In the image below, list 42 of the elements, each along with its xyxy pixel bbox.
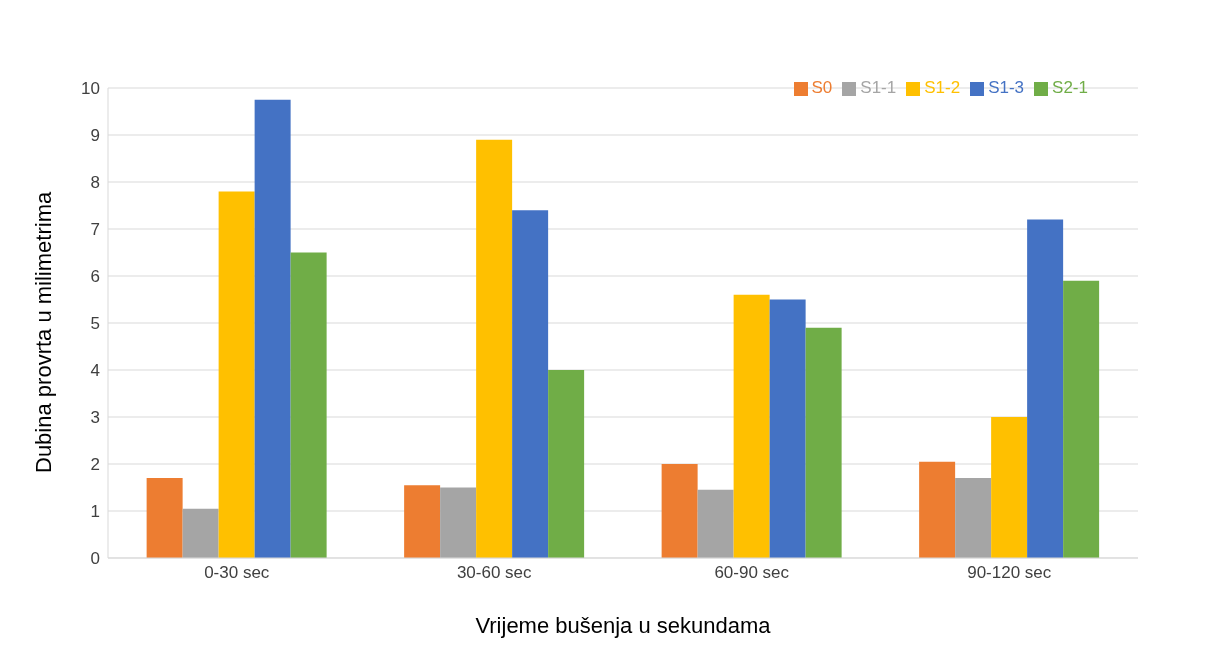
- x-tick-label: 0-30 sec: [204, 563, 270, 583]
- y-tick-label: 3: [90, 408, 100, 428]
- bar: [661, 464, 698, 558]
- legend-label: S2-1: [1052, 78, 1088, 97]
- bar: [512, 210, 549, 558]
- bar: [254, 99, 291, 558]
- legend-label: S1-2: [924, 78, 961, 97]
- y-tick-label: 2: [90, 455, 100, 475]
- bar: [733, 294, 770, 558]
- bar: [146, 478, 183, 558]
- x-tick-label: 60-90 sec: [714, 563, 790, 583]
- bar: [548, 370, 585, 558]
- y-tick-label: 6: [90, 267, 100, 287]
- y-tick-label: 8: [90, 173, 100, 193]
- y-tick-label: 1: [90, 502, 100, 522]
- bar: [290, 252, 327, 558]
- y-tick-label: 0: [90, 549, 100, 569]
- bar: [476, 139, 513, 558]
- y-axis-title: Dubina provrta u milimetrima: [30, 191, 56, 473]
- y-tick-label: 10: [81, 79, 100, 99]
- bar: [1063, 280, 1100, 558]
- bar: [697, 489, 734, 558]
- y-tick-label: 7: [90, 220, 100, 240]
- bar: [182, 508, 219, 558]
- bar: [991, 417, 1028, 558]
- bar: [805, 327, 842, 558]
- x-tick-label: 90-120 sec: [967, 563, 1052, 583]
- y-tick-label: 9: [90, 126, 100, 146]
- x-tick-label: 30-60 sec: [456, 563, 533, 583]
- bar: [440, 487, 477, 558]
- bar: [218, 191, 255, 558]
- bar: [919, 461, 956, 558]
- bar: [769, 299, 806, 558]
- legend-label: S1-1: [860, 78, 897, 97]
- bar: [404, 485, 441, 558]
- legend-label: S0: [811, 78, 833, 97]
- y-tick-label: 4: [90, 361, 100, 381]
- y-tick-label: 5: [90, 314, 100, 334]
- x-axis-title: Vrijeme bušenja u sekundama: [475, 613, 772, 638]
- bar: [1027, 219, 1064, 558]
- legend-label: S1-3: [988, 78, 1025, 97]
- bar: [955, 478, 992, 558]
